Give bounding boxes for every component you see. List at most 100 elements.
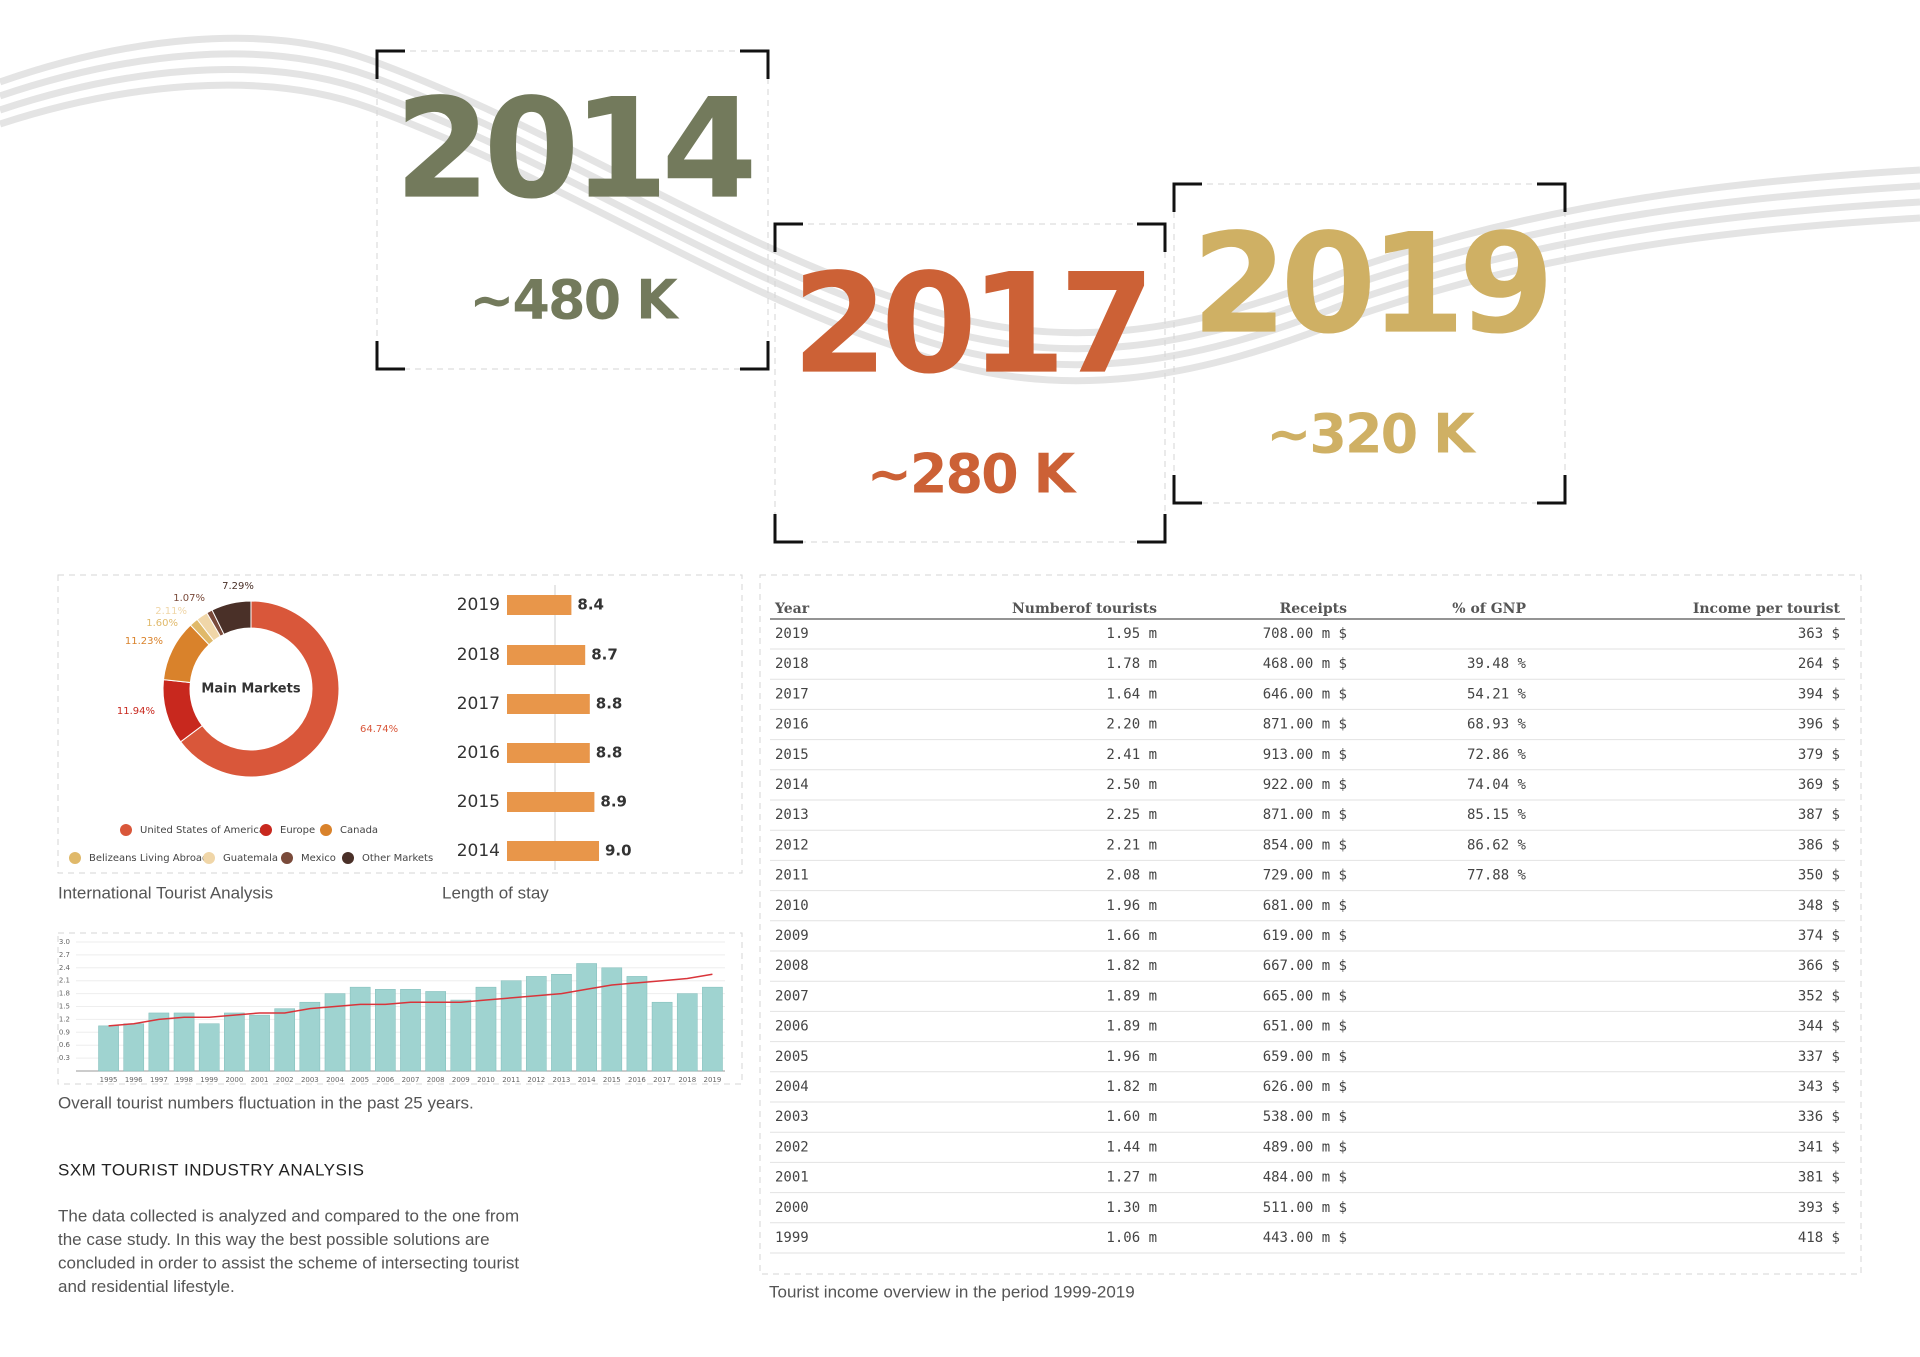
bar: [148, 1012, 170, 1072]
table-cell: 72.86 %: [1467, 747, 1527, 763]
x-tick-label: 1999: [200, 1076, 218, 1084]
table-cell: 2.41 m: [1106, 747, 1157, 763]
column-header: % of GNP: [1452, 601, 1526, 617]
table-cell: 363 $: [1798, 626, 1840, 642]
table-cell: 394 $: [1798, 686, 1840, 702]
table-cell: 1.30 m: [1106, 1200, 1157, 1216]
legend-label: Mexico: [301, 853, 336, 864]
x-tick-label: 2001: [251, 1076, 269, 1084]
x-tick-label: 2008: [427, 1076, 445, 1084]
y-tick-label: 0.3: [59, 1054, 70, 1062]
y-tick-label: 2017: [457, 694, 500, 714]
table-cell: 341 $: [1798, 1139, 1840, 1155]
bar: [601, 967, 623, 1072]
table-cell: 1.96 m: [1106, 898, 1157, 914]
bar: [123, 1023, 145, 1072]
table-cell: 68.93 %: [1467, 717, 1527, 733]
bar: [702, 986, 723, 1072]
legend-label: Guatemala: [223, 853, 278, 864]
bar: [274, 1008, 296, 1072]
table-cell: 443.00 m $: [1263, 1230, 1347, 1246]
table-cell: 1.64 m: [1106, 686, 1157, 702]
bar: [626, 976, 648, 1072]
y-tick-label: 2.7: [59, 951, 70, 959]
table-cell: 2007: [775, 988, 809, 1004]
highlight-year: 2019: [1191, 204, 1547, 365]
x-tick-label: 2018: [678, 1076, 696, 1084]
x-tick-label: 2002: [276, 1076, 294, 1084]
data-label: 11.94%: [117, 706, 155, 717]
table-cell: 646.00 m $: [1263, 686, 1347, 702]
panel-border: [774, 223, 1166, 543]
corner-bracket: [740, 49, 770, 79]
table-cell: 2008: [775, 958, 809, 974]
table-cell: 2003: [775, 1109, 809, 1125]
x-tick-label: 2016: [628, 1076, 646, 1084]
data-label: 64.74%: [360, 724, 398, 735]
legend-swatch: [69, 852, 81, 864]
data-label: 1.60%: [146, 618, 178, 629]
data-label: 8.7: [591, 646, 618, 664]
x-tick-label: 2014: [578, 1076, 596, 1084]
x-tick-label: 2009: [452, 1076, 470, 1084]
bar: [525, 976, 547, 1072]
table-cell: 366 $: [1798, 958, 1840, 974]
bar: [475, 986, 497, 1072]
corner-bracket: [1537, 475, 1567, 505]
donut-segment: [211, 600, 252, 635]
bar: [173, 1012, 195, 1072]
table-cell: 538.00 m $: [1263, 1109, 1347, 1125]
table-cell: 2011: [775, 868, 809, 884]
corner-bracket: [740, 341, 770, 371]
table-cell: 336 $: [1798, 1109, 1840, 1125]
x-tick-label: 1996: [125, 1076, 143, 1084]
panel-border: [57, 574, 743, 874]
table-cell: 2.50 m: [1106, 777, 1157, 793]
bar: [349, 986, 371, 1072]
table-cell: 484.00 m $: [1263, 1170, 1347, 1186]
bar: [98, 1025, 119, 1072]
table-cell: 350 $: [1798, 868, 1840, 884]
table-cell: 871.00 m $: [1263, 717, 1347, 733]
table-cell: 729.00 m $: [1263, 868, 1347, 884]
x-tick-label: 1997: [150, 1076, 168, 1084]
legend-swatch: [260, 824, 272, 836]
table-cell: 922.00 m $: [1263, 777, 1347, 793]
data-label: 8.8: [596, 695, 623, 713]
table-cell: 2013: [775, 807, 809, 823]
table-cell: 379 $: [1798, 747, 1840, 763]
corner-bracket: [1172, 475, 1202, 505]
paragraph-line: the case study. In this way the best pos…: [58, 1230, 490, 1249]
bar: [507, 595, 572, 615]
legend-swatch: [320, 824, 332, 836]
x-tick-label: 2013: [553, 1076, 571, 1084]
data-label: 7.29%: [222, 581, 254, 592]
legend-label: Canada: [340, 825, 378, 836]
table-cell: 2015: [775, 747, 809, 763]
table-cell: 2017: [775, 686, 809, 702]
paragraph-line: The data collected is analyzed and compa…: [58, 1206, 519, 1225]
x-tick-label: 2019: [704, 1076, 722, 1084]
y-tick-label: 2.4: [59, 964, 71, 972]
panel-border: [1173, 183, 1566, 504]
x-tick-label: 1995: [100, 1076, 118, 1084]
table-cell: 489.00 m $: [1263, 1139, 1347, 1155]
table-cell: 396 $: [1798, 717, 1840, 733]
y-tick-label: 1.8: [59, 990, 70, 998]
data-label: 2.11%: [155, 606, 187, 617]
table-cell: 2004: [775, 1079, 809, 1095]
table-caption: Tourist income overview in the period 19…: [769, 1282, 1135, 1301]
panel-border: [376, 50, 769, 370]
bar: [551, 974, 572, 1072]
chart-caption: International Tourist Analysis: [58, 883, 273, 902]
table-cell: 2.21 m: [1106, 837, 1157, 853]
bar: [400, 989, 421, 1072]
y-tick-label: 2019: [457, 595, 500, 615]
data-label: 9.0: [605, 842, 632, 860]
table-cell: 2018: [775, 656, 809, 672]
table-cell: 418 $: [1798, 1230, 1840, 1246]
table-cell: 1.60 m: [1106, 1109, 1157, 1125]
y-tick-label: 1.5: [59, 1003, 70, 1011]
corner-bracket: [1172, 182, 1202, 212]
